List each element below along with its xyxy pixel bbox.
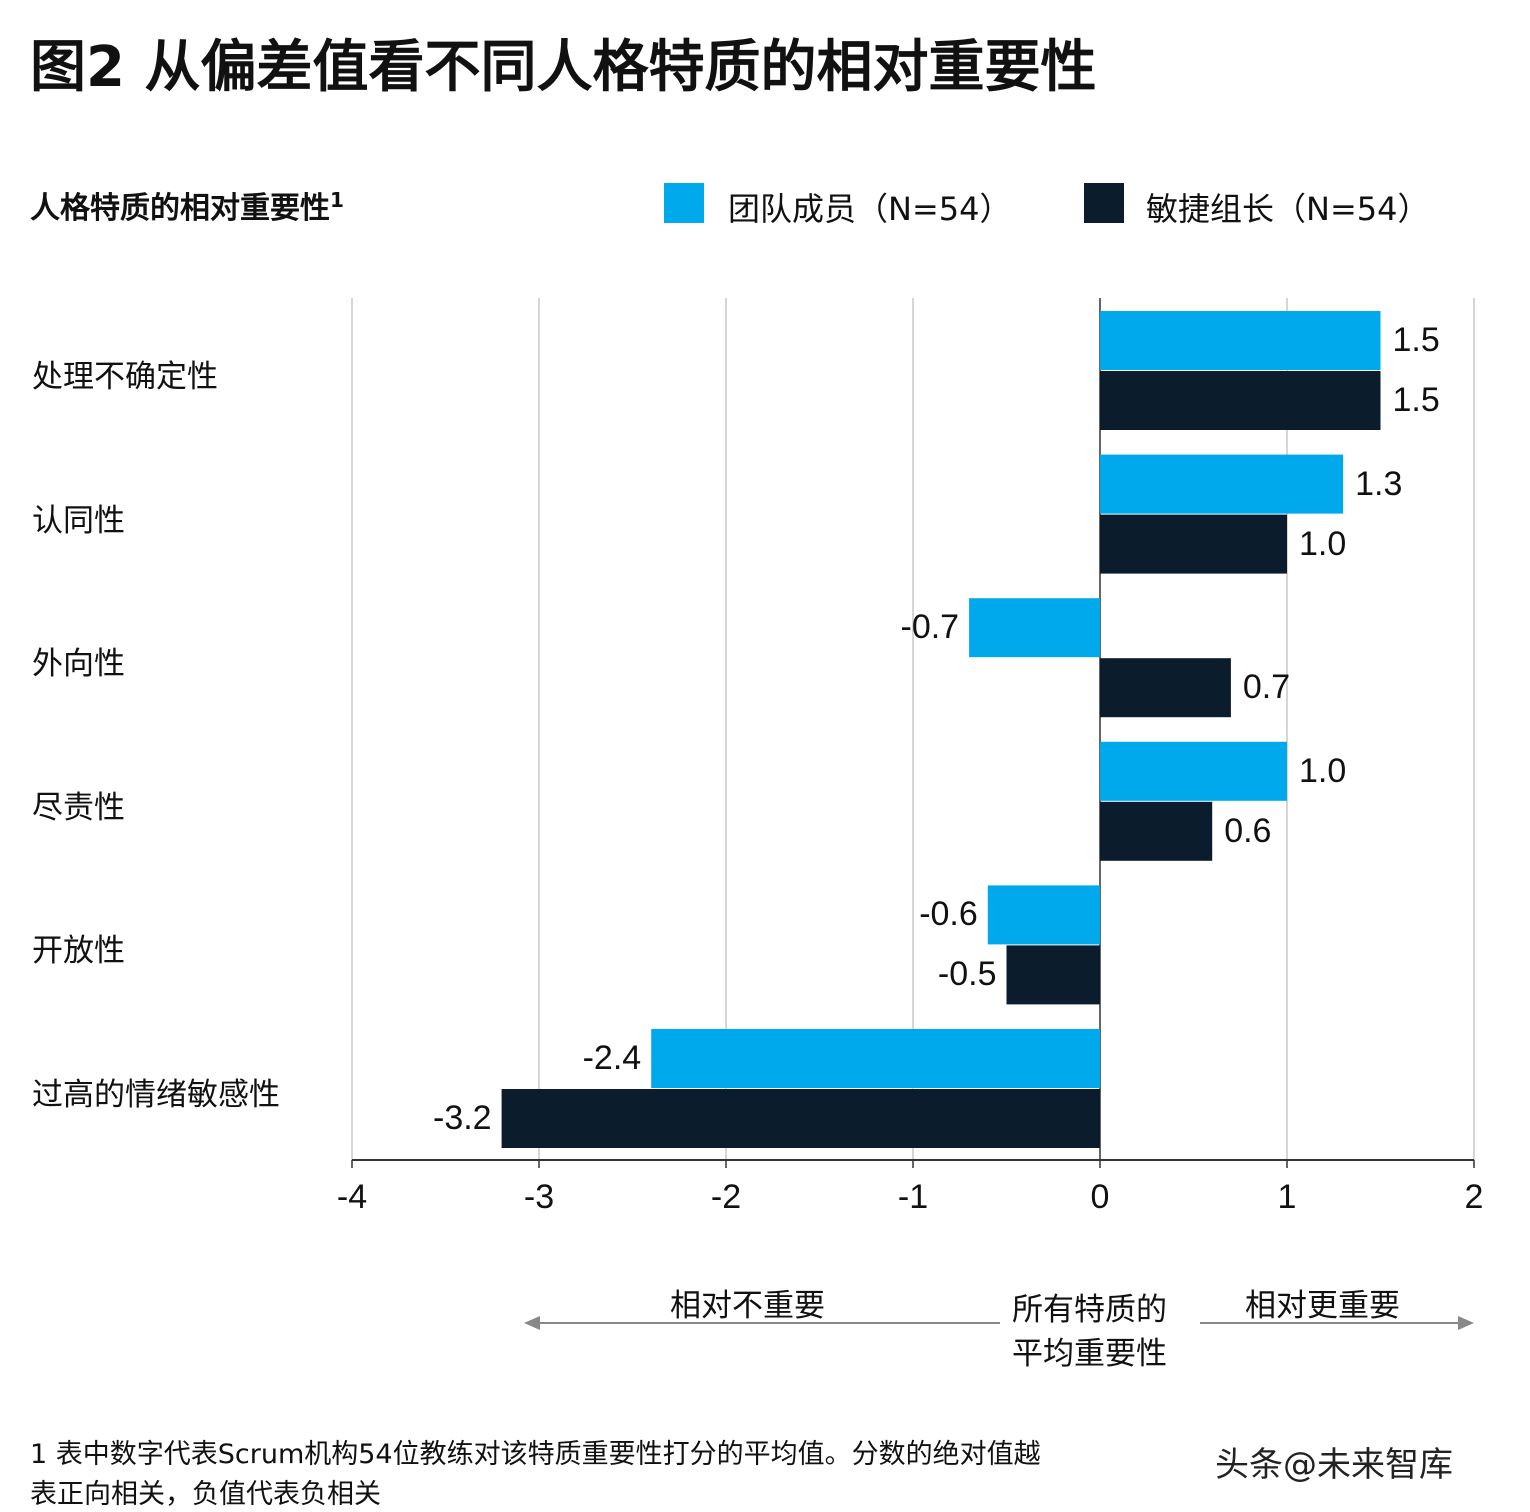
bar [987,885,1100,945]
bar [1100,371,1381,430]
bar [1100,454,1344,514]
legend-label-agile-leads: 敏捷组长（N=54） [1146,190,1430,228]
bar [1006,945,1100,1005]
category-label: 外向性 [32,646,125,683]
bar [501,1089,1101,1148]
bar [1100,801,1213,861]
x-tick-label: 0 [1090,1178,1110,1216]
bar [969,598,1100,658]
footnote: 1 表中数字代表Scrum机构54位教练对该特质重要性打分的平均值。分数的绝对值… [30,1435,1230,1512]
x-tick-label: 2 [1464,1178,1484,1216]
bar [1100,311,1381,370]
chart-title: 人格特质的相对重要性1 [30,183,344,227]
x-tick-label: -2 [710,1178,742,1216]
x-tick-label: 1 [1277,1178,1297,1216]
x-tick-label: -4 [336,1178,368,1216]
chart-title-text: 人格特质的相对重要性 [30,191,330,226]
footnote-marker: 1 [330,188,344,212]
data-label: 1.3 [1355,464,1403,503]
bar [1100,741,1287,801]
right-arrow-head [1458,1316,1474,1330]
category-label: 尽责性 [32,789,125,826]
data-label: -0.6 [919,895,978,934]
footnote-line-2: 表正向相关，负值代表负相关 [30,1479,381,1510]
legend-swatch-agile-leads [1084,183,1124,223]
annotation-more-important: 相对更重要 [1245,1288,1400,1324]
category-label: 开放性 [32,933,125,970]
data-label: 1.0 [1299,524,1347,563]
data-label: 0.7 [1242,668,1291,707]
data-label: 1.5 [1392,321,1440,359]
annotation-average-line1: 所有特质的 [1012,1292,1167,1328]
data-label: -2.4 [582,1039,642,1077]
annotation-less-important: 相对不重要 [670,1288,825,1324]
legend-label-team-members: 团队成员（N=54） [728,190,1012,228]
category-label: 处理不确定性 [32,359,218,395]
category-label: 过高的情绪敏感性 [32,1077,280,1113]
data-label: -3.2 [433,1099,492,1137]
bar [1100,514,1287,574]
data-label: 0.6 [1224,811,1272,850]
bar [1100,658,1231,718]
data-label: 1.0 [1299,751,1347,790]
figure-title: 图2 从偏差值看不同人格特质的相对重要性 [30,35,1097,100]
data-label: -0.5 [937,955,997,994]
data-label: -0.7 [900,608,960,647]
x-tick-label: -1 [897,1178,929,1216]
data-label: 1.5 [1392,381,1440,419]
category-label: 认同性 [32,502,125,539]
x-tick-label: -3 [523,1178,555,1216]
bar [651,1029,1100,1088]
footnote-line-1: 1 表中数字代表Scrum机构54位教练对该特质重要性打分的平均值。分数的绝对值… [30,1439,1041,1470]
legend-swatch-team-members [664,183,704,223]
watermark: 头条@未来智库 [1215,1437,1453,1486]
annotation-average-line2: 平均重要性 [1012,1336,1167,1372]
left-arrow-head [524,1316,540,1330]
